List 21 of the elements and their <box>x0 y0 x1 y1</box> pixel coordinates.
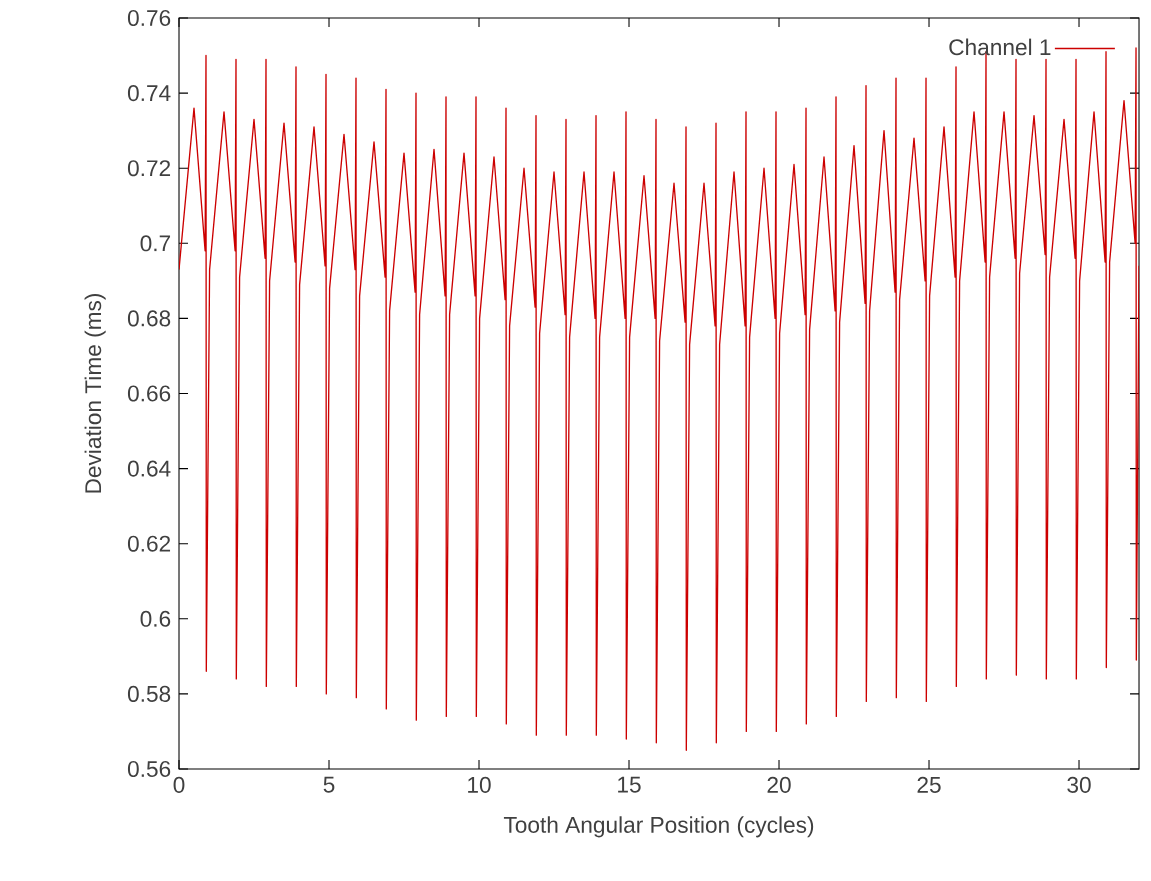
y-tick-label: 0.6 <box>140 610 171 627</box>
x-tick-label: 0 <box>173 776 185 793</box>
y-tick-label: 0.72 <box>127 160 171 177</box>
x-tick-label: 5 <box>323 776 335 793</box>
y-tick-label: 0.7 <box>140 235 171 252</box>
x-tick-label: 25 <box>917 776 941 793</box>
y-tick-label: 0.66 <box>127 385 171 402</box>
y-tick-label: 0.58 <box>127 685 171 702</box>
x-axis-title: Tooth Angular Position (cycles) <box>503 816 814 838</box>
x-tick-label: 10 <box>468 776 491 793</box>
y-tick-label: 0.76 <box>127 9 171 27</box>
x-tick-label: 20 <box>767 776 791 793</box>
y-tick-label: 0.56 <box>127 760 171 778</box>
y-tick-label: 0.64 <box>127 460 171 477</box>
legend-label: Channel 1 <box>949 38 1051 56</box>
x-tick-label: 30 <box>1067 776 1091 793</box>
y-tick-label: 0.68 <box>127 310 171 327</box>
y-axis-title: Deviation Time (ms) <box>84 293 106 493</box>
y-tick-label: 0.62 <box>127 535 171 552</box>
x-tick-label: 15 <box>618 776 641 793</box>
y-tick-label: 0.74 <box>127 85 171 102</box>
